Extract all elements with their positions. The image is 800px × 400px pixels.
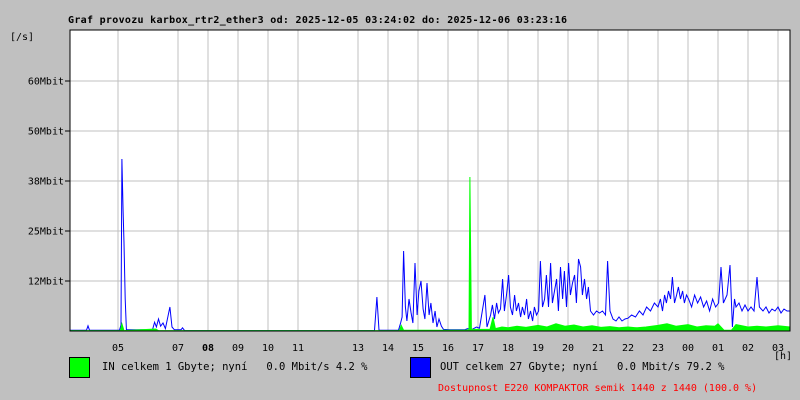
in-series-area: [69, 176, 791, 332]
x-tick-label: 15: [412, 343, 424, 354]
x-axis-unit-label: [h]: [773, 351, 792, 362]
x-tick-label: 16: [442, 343, 454, 354]
y-axis-unit-label: [/s]: [10, 32, 35, 43]
y-tick-label: 50Mbit: [28, 127, 64, 138]
in-legend-label: IN celkem 1 Gbyte; nyní 0.0 Mbit/s 4.2 %: [102, 361, 368, 373]
out-legend-label: OUT celkem 27 Gbyte; nyní 0.0 Mbit/s 79.…: [440, 361, 725, 373]
y-tick-label: 25Mbit: [28, 227, 64, 238]
x-tick-label: 11: [292, 343, 304, 354]
x-tick-label: 09: [232, 343, 244, 354]
y-tick-label: 60Mbit: [28, 77, 64, 88]
out-series-line: [70, 158, 790, 332]
out-legend-swatch: [410, 357, 431, 378]
x-tick-label: 22: [622, 343, 634, 354]
x-tick-label: 00: [682, 343, 694, 354]
x-tick-label: 20: [562, 343, 574, 354]
x-tick-label: 10: [262, 343, 274, 354]
page-title: Graf provozu karbox_rtr2_ether3 od: 2025…: [68, 15, 568, 26]
availability-status-text: Dostupnost E220 KOMPAKTOR semik 1440 z 1…: [438, 383, 758, 394]
x-tick-label: 02: [742, 343, 754, 354]
x-tick-label: 17: [472, 343, 484, 354]
x-tick-label: 14: [382, 343, 394, 354]
y-tick-label: 12Mbit: [28, 277, 64, 288]
x-tick-label: 23: [652, 343, 664, 354]
y-tick-label: 38Mbit: [28, 177, 64, 188]
x-tick-label: 19: [532, 343, 544, 354]
x-tick-label: 05: [112, 343, 124, 354]
x-tick-label: 07: [172, 343, 184, 354]
x-tick-label: 03: [772, 343, 784, 354]
x-tick-label: 21: [592, 343, 604, 354]
x-tick-label: 18: [502, 343, 514, 354]
in-legend-swatch: [69, 357, 90, 378]
x-tick-label: 08: [202, 343, 214, 354]
x-tick-label: 13: [352, 343, 364, 354]
x-tick-label: 01: [712, 343, 724, 354]
